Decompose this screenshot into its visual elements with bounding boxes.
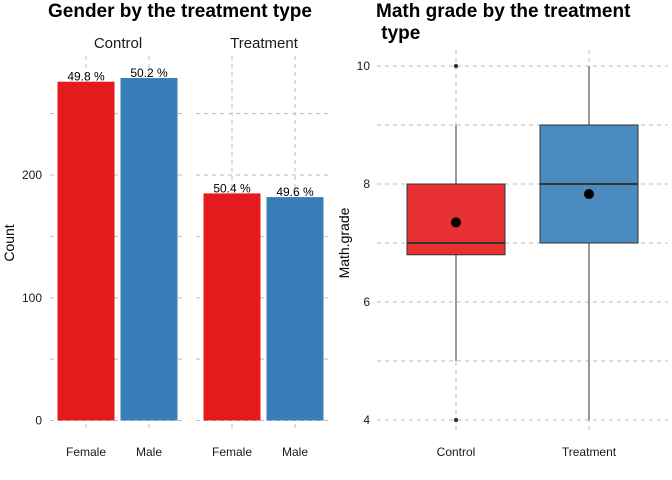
outlier-point-control xyxy=(453,417,459,423)
bar-data-label: 50.4 % xyxy=(213,181,251,195)
box-marks: Control Treatment 4 6 8 10 xyxy=(357,59,639,459)
bar-chart-title: Gender by the treatment type xyxy=(48,1,312,22)
x-tick-label: Female xyxy=(212,445,252,459)
y-tick-label: 100 xyxy=(22,291,42,305)
y-tick-label: 8 xyxy=(363,177,370,191)
y-tick-label: 4 xyxy=(363,413,370,427)
y-tick-label: 10 xyxy=(357,59,371,73)
box-chart-title-line-2: type xyxy=(376,23,420,44)
bar-control-female xyxy=(57,81,115,421)
y-tick-label: 0 xyxy=(35,414,42,428)
bar-y-axis-title: Count xyxy=(1,224,17,261)
y-tick-label: 200 xyxy=(22,168,42,182)
mean-point-treatment xyxy=(584,189,594,200)
bar-data-label: 49.8 % xyxy=(67,70,105,84)
bar-treatment-female xyxy=(203,193,261,421)
box-y-axis-title: Math.grade xyxy=(336,207,352,278)
box-chart-title-line-1: Math grade by the treatment xyxy=(376,1,631,22)
x-tick-label: Male xyxy=(282,445,308,459)
x-tick-label: Female xyxy=(66,445,106,459)
y-tick-label: 6 xyxy=(363,295,370,309)
bar-data-label: 49.6 % xyxy=(276,185,314,199)
x-tick-label: Male xyxy=(136,445,162,459)
bar-marks: 49.8 % Female 50.2 % Male 50.4 % Female 49.6 %… xyxy=(22,66,324,459)
bar-control-male xyxy=(120,78,178,421)
bar-treatment-male xyxy=(266,197,324,421)
panel-label-control: Control xyxy=(94,35,142,52)
x-tick-label: Control xyxy=(437,445,476,459)
bar-data-label: 50.2 % xyxy=(130,66,168,80)
outlier-point-control xyxy=(453,63,459,69)
panel-label-treatment: Treatment xyxy=(230,35,299,52)
x-tick-label: Treatment xyxy=(562,445,617,459)
mean-point-control xyxy=(451,217,461,228)
